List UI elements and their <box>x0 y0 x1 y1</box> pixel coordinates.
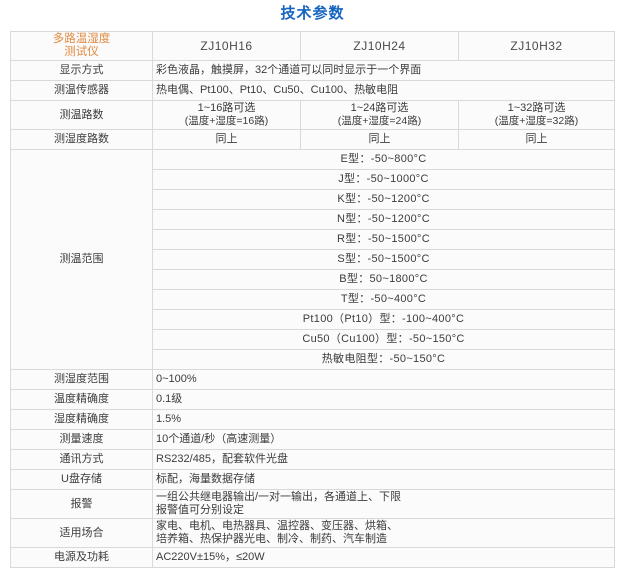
spec-table-container: 多路温湿度 测试仪 ZJ10H16 ZJ10H24 ZJ10H32 显示方式 彩… <box>10 31 615 568</box>
row-label-temp-range: 测温范围 <box>10 149 153 370</box>
table-row-temp-sensor: 测温传感器 热电偶、Pt100、Pt10、Cu50、Cu100、热敏电阻 <box>10 80 615 101</box>
temp-range-item-t: T型：-50~400°C <box>152 289 615 310</box>
table-row-measure-speed: 测量速度 10个通道/秒（高速测量） <box>10 429 615 450</box>
row-value-humidity-range: 0~100% <box>152 369 615 390</box>
model-header-zj10h24: ZJ10H24 <box>300 31 459 61</box>
product-name-line2: 测试仪 <box>64 46 99 58</box>
row-label-usb-storage: U盘存储 <box>10 469 153 490</box>
table-row-temp-range-2: J型：-50~1000°C <box>11 169 615 190</box>
temp-range-item-j: J型：-50~1000°C <box>152 169 615 190</box>
temp-channels-zj10h32-line1: 1~32路可选 <box>507 102 566 114</box>
table-row-applications: 适用场合 家电、电机、电热器具、温控器、变压器、烘箱、 培养箱、热保护器光电、制… <box>10 518 615 548</box>
row-label-humidity-channels: 测湿度路数 <box>10 129 153 150</box>
row-label-temp-sensor: 测温传感器 <box>10 80 153 101</box>
product-name-line1: 多路温湿度 <box>52 33 111 45</box>
model-header-zj10h32: ZJ10H32 <box>458 31 615 61</box>
row-label-applications: 适用场合 <box>10 518 153 548</box>
humidity-channels-zj10h32: 同上 <box>458 129 615 150</box>
row-value-communication: RS232/485，配套软件光盘 <box>152 449 615 470</box>
temp-range-item-e: E型：-50~800°C <box>152 149 615 170</box>
row-value-humidity-accuracy: 1.5% <box>152 409 615 430</box>
temp-range-item-s: S型：-50~1500°C <box>152 249 615 270</box>
row-label-display: 显示方式 <box>10 60 153 81</box>
temp-channels-zj10h32-line2: (温度+湿度=32路) <box>494 115 579 127</box>
row-value-temp-accuracy: 0.1级 <box>152 389 615 410</box>
row-value-display: 彩色液晶，触摸屏，32个通道可以同时显示于一个界面 <box>152 60 615 81</box>
row-label-humidity-range: 测湿度范围 <box>10 369 153 390</box>
table-row-power: 电源及功耗 AC220V±15%，≤20W <box>10 547 615 568</box>
humidity-channels-zj10h24: 同上 <box>300 129 459 150</box>
row-label-power: 电源及功耗 <box>10 547 153 568</box>
temp-range-item-cu50: Cu50（Cu100）型：-50~150°C <box>152 329 615 350</box>
technical-specifications-table: 多路温湿度 测试仪 ZJ10H16 ZJ10H24 ZJ10H32 显示方式 彩… <box>10 31 615 568</box>
table-row-display: 显示方式 彩色液晶，触摸屏，32个通道可以同时显示于一个界面 <box>10 60 615 81</box>
row-label-communication: 通讯方式 <box>10 449 153 470</box>
row-value-applications: 家电、电机、电热器具、温控器、变压器、烘箱、 培养箱、热保护器光电、制冷、制药、… <box>152 518 615 548</box>
table-row-communication: 通讯方式 RS232/485，配套软件光盘 <box>10 449 615 470</box>
table-row-temp-range-6: S型：-50~1500°C <box>11 249 615 270</box>
row-value-usb-storage: 标配，海量数据存储 <box>152 469 615 490</box>
product-name-header: 多路温湿度 测试仪 <box>10 31 153 61</box>
applications-line1: 家电、电机、电热器具、温控器、变压器、烘箱、 <box>156 520 398 532</box>
table-row-temp-accuracy: 温度精确度 0.1级 <box>10 389 615 410</box>
temp-channels-zj10h16-line2: (温度+湿度=16路) <box>184 115 269 127</box>
table-row-humidity-channels: 测湿度路数 同上 同上 同上 <box>10 129 615 150</box>
row-label-humidity-accuracy: 湿度精确度 <box>10 409 153 430</box>
applications-line2: 培养箱、热保护器光电、制冷、制药、汽车制造 <box>156 533 387 545</box>
temp-channels-zj10h24-line1: 1~24路可选 <box>350 102 409 114</box>
model-header-zj10h16: ZJ10H16 <box>152 31 301 61</box>
page-title: 技术参数 <box>280 5 345 22</box>
temp-channels-zj10h24: 1~24路可选 (温度+湿度=24路) <box>300 100 459 130</box>
table-row-humidity-accuracy: 湿度精确度 1.5% <box>10 409 615 430</box>
row-label-alarm: 报警 <box>10 489 153 519</box>
table-row-temp-range-7: B型：50~1800°C <box>11 269 615 290</box>
table-row-temp-range-10: Cu50（Cu100）型：-50~150°C <box>11 329 615 350</box>
table-row-usb-storage: U盘存储 标配，海量数据存储 <box>10 469 615 490</box>
row-value-power: AC220V±15%，≤20W <box>152 547 615 568</box>
humidity-channels-zj10h16: 同上 <box>152 129 301 150</box>
alarm-line1: 一组公共继电器输出/一对一输出，各通道上、下限 <box>156 491 402 503</box>
temp-range-item-k: K型：-50~1200°C <box>152 189 615 210</box>
alarm-line2: 报警值可分别设定 <box>156 504 244 516</box>
temp-range-item-r: R型：-50~1500°C <box>152 229 615 250</box>
table-row-temp-channels: 测温路数 1~16路可选 (温度+湿度=16路) 1~24路可选 (温度+湿度=… <box>10 100 615 130</box>
row-label-measure-speed: 测量速度 <box>10 429 153 450</box>
table-row-temp-range-3: K型：-50~1200°C <box>11 189 615 210</box>
temp-range-item-pt100: Pt100（Pt10）型：-100~400°C <box>152 309 615 330</box>
table-row-humidity-range: 测湿度范围 0~100% <box>10 369 615 390</box>
temp-channels-zj10h16: 1~16路可选 (温度+湿度=16路) <box>152 100 301 130</box>
table-row-alarm: 报警 一组公共继电器输出/一对一输出，各通道上、下限 报警值可分别设定 <box>10 489 615 519</box>
temp-range-item-b: B型：50~1800°C <box>152 269 615 290</box>
temp-range-item-n: N型：-50~1200°C <box>152 209 615 230</box>
row-value-measure-speed: 10个通道/秒（高速测量） <box>152 429 615 450</box>
temp-channels-zj10h16-line1: 1~16路可选 <box>197 102 256 114</box>
table-row-temp-range-8: T型：-50~400°C <box>11 289 615 310</box>
row-label-temp-accuracy: 温度精确度 <box>10 389 153 410</box>
temp-channels-zj10h24-line2: (温度+湿度=24路) <box>337 115 422 127</box>
table-row-temp-range-4: N型：-50~1200°C <box>11 209 615 230</box>
table-header-row: 多路温湿度 测试仪 ZJ10H16 ZJ10H24 ZJ10H32 <box>10 31 615 61</box>
table-row-temp-range-1: 测温范围 E型：-50~800°C <box>10 149 615 370</box>
temp-channels-zj10h32: 1~32路可选 (温度+湿度=32路) <box>458 100 615 130</box>
temp-range-item-thermistor: 热敏电阻型：-50~150°C <box>152 349 615 370</box>
row-value-alarm: 一组公共继电器输出/一对一输出，各通道上、下限 报警值可分别设定 <box>152 489 615 519</box>
row-value-temp-sensor: 热电偶、Pt100、Pt10、Cu50、Cu100、热敏电阻 <box>152 80 615 101</box>
row-label-temp-channels: 测温路数 <box>10 100 153 130</box>
